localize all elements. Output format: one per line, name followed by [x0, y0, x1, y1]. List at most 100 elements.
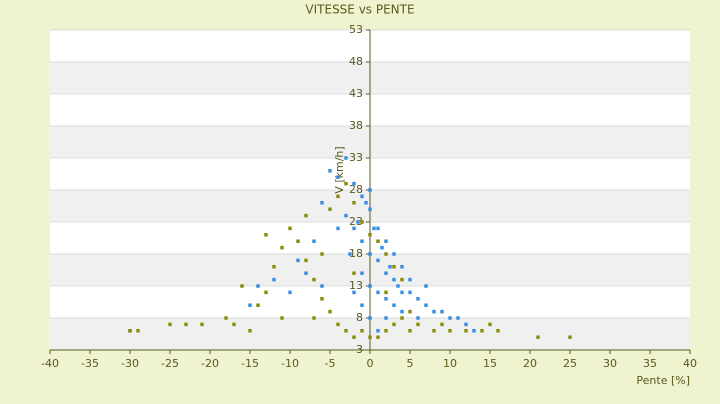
point	[360, 303, 364, 307]
point	[320, 201, 324, 205]
point	[344, 156, 348, 160]
point	[384, 290, 388, 295]
point	[360, 271, 364, 275]
point	[376, 329, 380, 333]
point	[472, 329, 476, 333]
point	[400, 277, 404, 282]
point	[352, 226, 356, 231]
point	[344, 329, 348, 333]
point	[256, 303, 260, 307]
point	[380, 245, 384, 250]
point	[364, 201, 368, 205]
point	[248, 329, 252, 333]
point	[384, 329, 388, 333]
point	[376, 258, 380, 263]
point	[568, 335, 572, 339]
point	[352, 201, 356, 205]
point	[248, 303, 252, 307]
point	[264, 290, 268, 295]
point	[360, 220, 364, 224]
point	[384, 239, 388, 243]
point	[304, 258, 308, 263]
x-tick-label: 35	[643, 357, 657, 370]
point	[368, 188, 372, 192]
x-tick-label: -30	[121, 357, 139, 370]
point	[408, 329, 412, 333]
point	[536, 335, 540, 339]
point	[376, 290, 380, 295]
point	[328, 309, 332, 314]
point	[200, 322, 204, 327]
point	[296, 239, 300, 243]
point	[384, 316, 388, 320]
point	[368, 233, 372, 237]
point	[320, 297, 324, 301]
point	[432, 309, 436, 314]
point	[312, 277, 316, 282]
point	[408, 277, 412, 282]
point	[136, 329, 140, 333]
point	[368, 207, 372, 211]
point	[376, 226, 380, 231]
y-tick-label: 28	[349, 183, 363, 196]
point	[264, 233, 268, 237]
point	[376, 335, 380, 339]
point	[424, 303, 428, 307]
point	[360, 194, 364, 199]
y-tick-label: 23	[349, 215, 363, 228]
point	[352, 335, 356, 339]
point	[448, 316, 452, 320]
point	[400, 309, 404, 314]
y-tick-label: 18	[349, 247, 363, 260]
point	[360, 329, 364, 333]
point	[304, 213, 308, 218]
x-tick-label: 20	[523, 357, 537, 370]
point	[424, 284, 428, 288]
point	[392, 265, 396, 269]
point	[384, 271, 388, 275]
y-tick-label: 33	[349, 151, 363, 164]
point	[280, 245, 284, 250]
point	[312, 316, 316, 320]
point	[384, 297, 388, 301]
point	[392, 303, 396, 307]
y-tick-label: 13	[349, 279, 363, 292]
point	[408, 309, 412, 314]
point	[320, 252, 324, 256]
point	[416, 297, 420, 301]
point	[168, 322, 172, 327]
point	[304, 271, 308, 275]
x-tick-label: 0	[367, 357, 374, 370]
point	[336, 226, 340, 231]
y-tick-label: 43	[349, 87, 363, 100]
point	[440, 322, 444, 327]
x-tick-label: -10	[281, 357, 299, 370]
point	[272, 277, 276, 282]
point	[296, 258, 300, 263]
point	[344, 213, 348, 218]
point	[448, 329, 452, 333]
x-tick-label: -20	[201, 357, 219, 370]
point	[352, 271, 356, 275]
x-tick-label: 25	[563, 357, 577, 370]
point	[464, 329, 468, 333]
x-axis-title: Pente [%]	[636, 374, 690, 387]
point	[328, 169, 332, 173]
point	[384, 252, 388, 256]
x-tick-label: 40	[683, 357, 697, 370]
y-tick-label: 48	[349, 55, 363, 68]
point	[408, 290, 412, 295]
point	[356, 220, 360, 224]
point	[320, 284, 324, 288]
point	[388, 265, 392, 269]
point	[312, 239, 316, 243]
point	[240, 284, 244, 288]
point	[272, 265, 276, 269]
point	[396, 284, 400, 288]
y-tick-label: 53	[349, 23, 363, 36]
point	[416, 316, 420, 320]
point	[432, 329, 436, 333]
point	[344, 181, 348, 186]
